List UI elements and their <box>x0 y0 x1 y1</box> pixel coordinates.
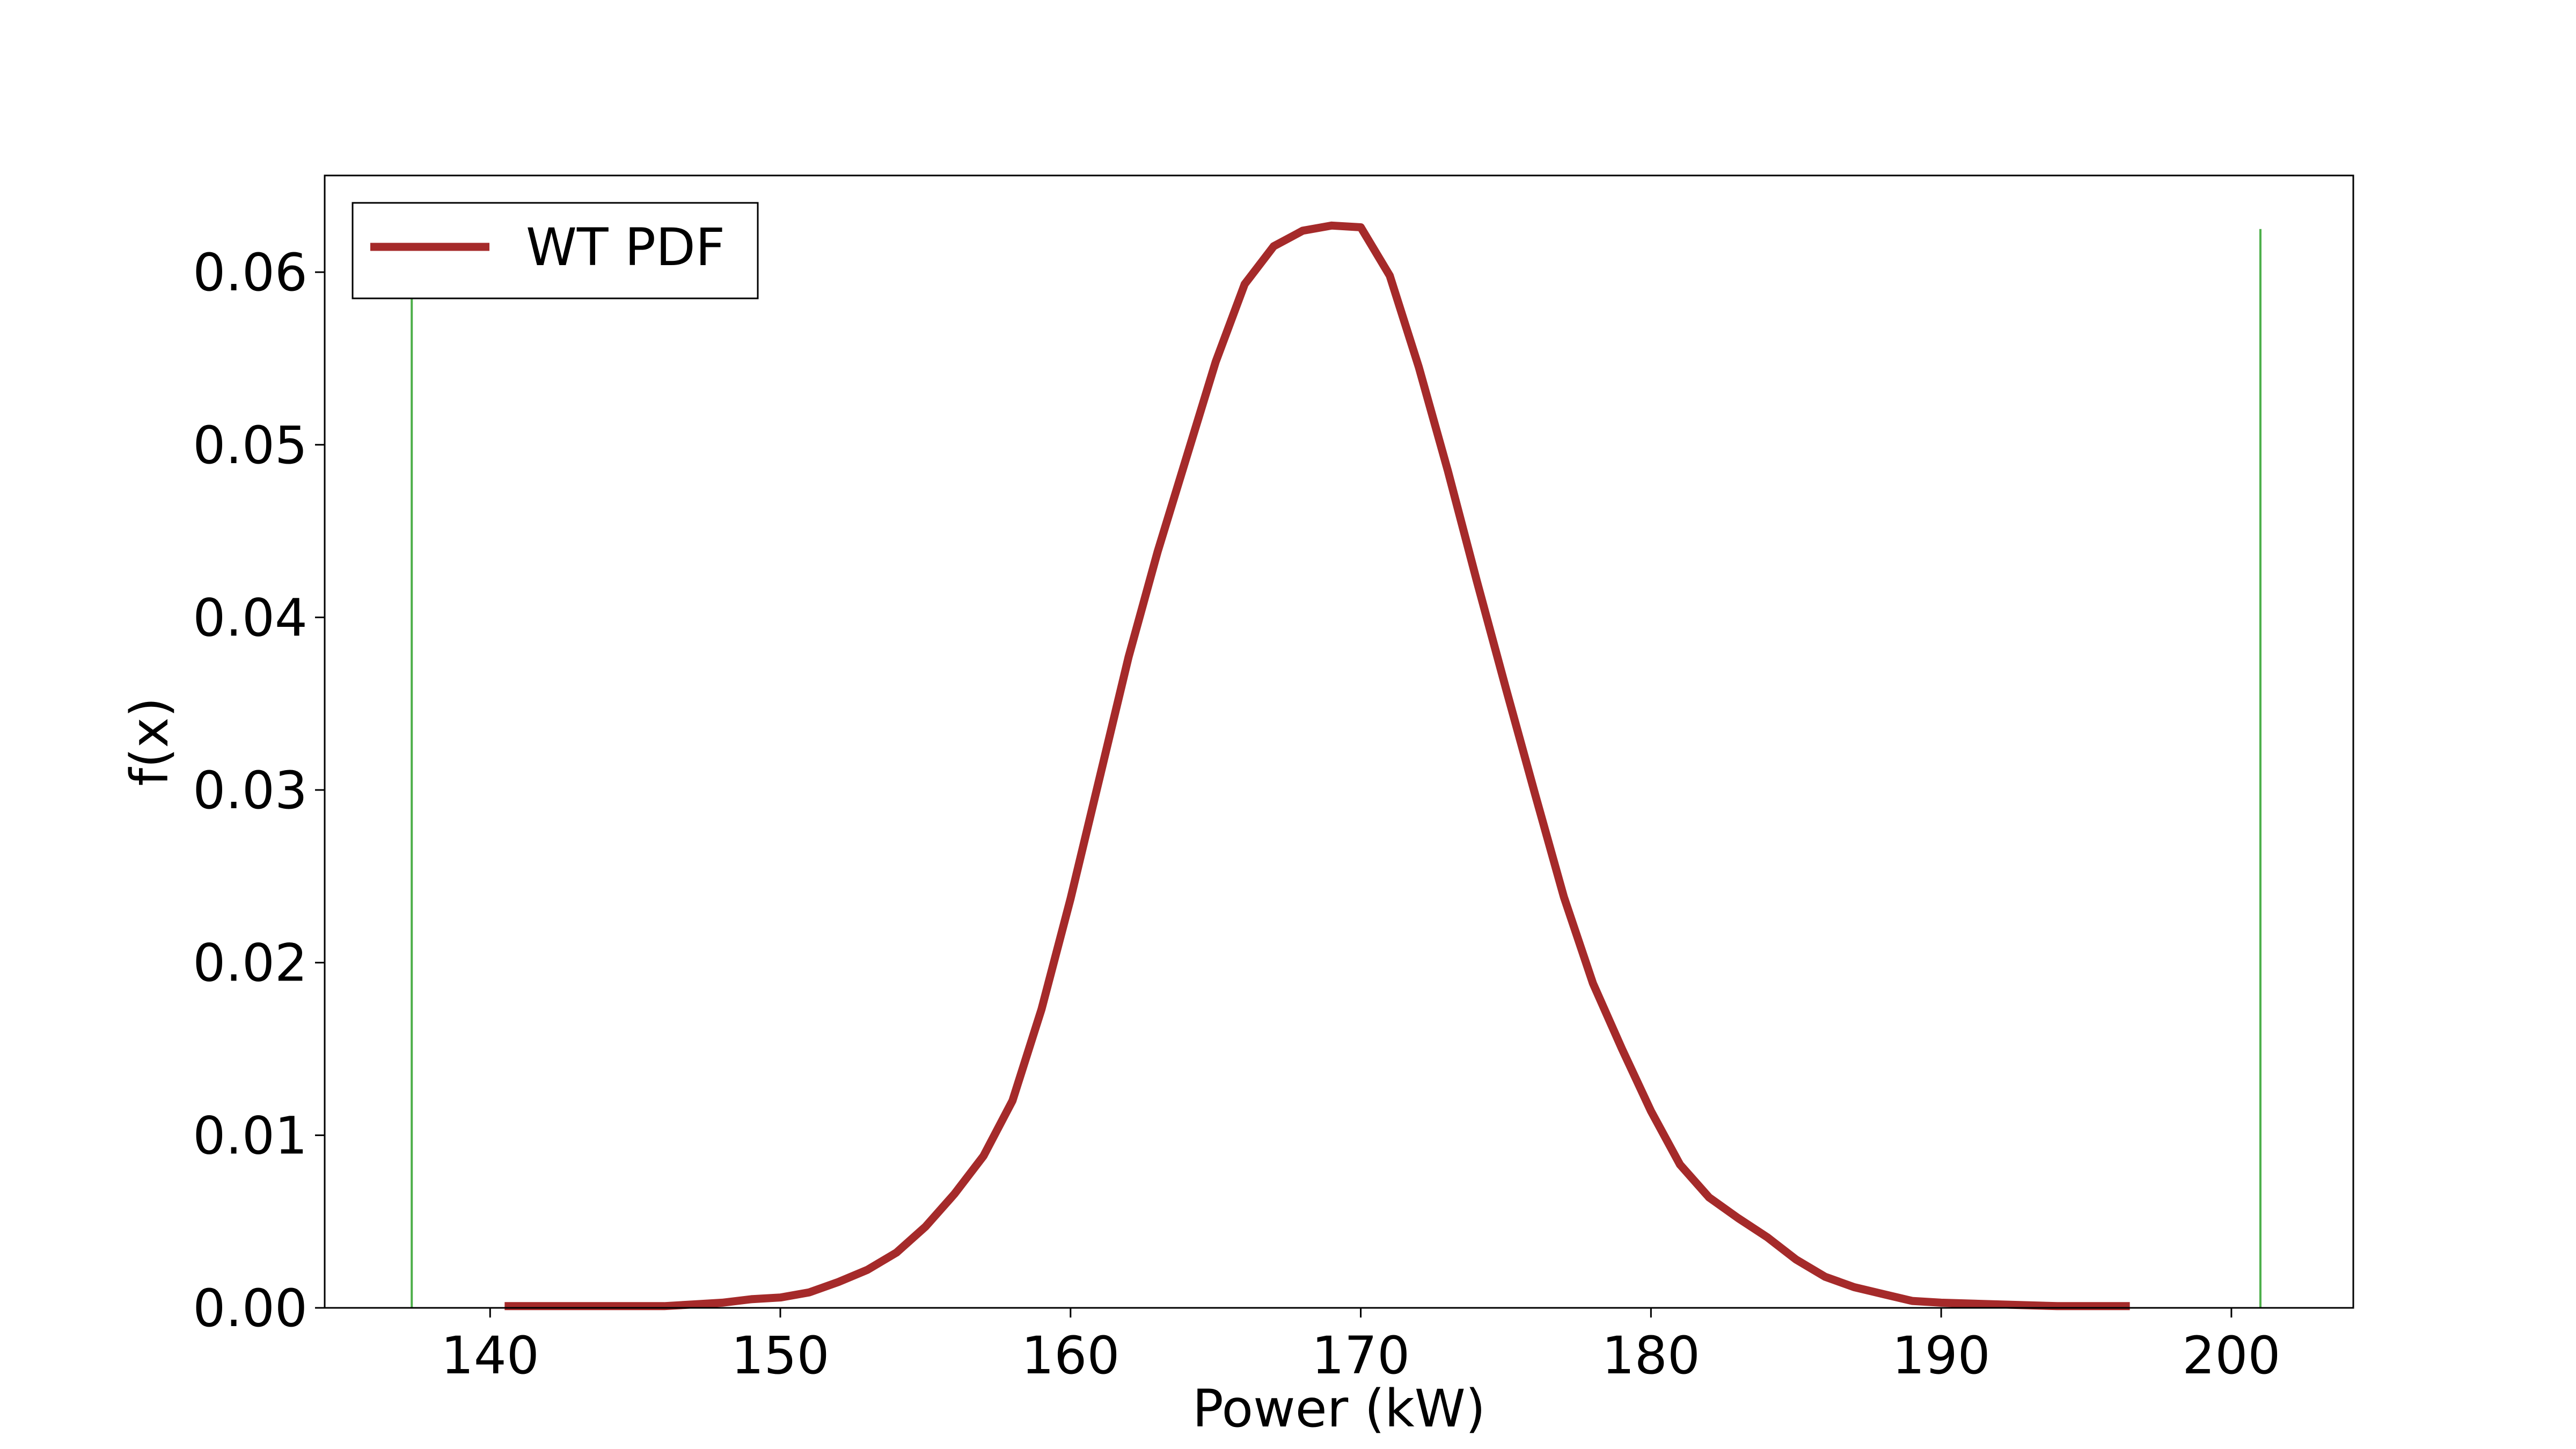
x-axis-ticks: 140 150 160 170 180 190 200 <box>441 1308 2280 1386</box>
legend-label-wt-pdf: WT PDF <box>526 217 725 277</box>
x-tick-label: 170 <box>1312 1326 1410 1386</box>
y-tick-label: 0.06 <box>193 243 308 303</box>
x-tick-label: 160 <box>1021 1326 1119 1386</box>
bound-lines <box>411 229 2262 1308</box>
x-tick-label: 190 <box>1892 1326 1990 1386</box>
y-tick-label: 0.04 <box>193 588 308 648</box>
y-axis-ticks: 0.00 0.01 0.02 0.03 0.04 0.05 0.06 <box>193 243 325 1338</box>
x-axis-label: Power (kW) <box>1192 1379 1485 1439</box>
y-axis-label: f(x) <box>120 697 180 786</box>
plot-frame <box>324 174 2354 1309</box>
series-line-wt-pdf <box>504 221 2130 1311</box>
y-tick-label: 0.03 <box>193 760 308 821</box>
x-tick-label: 180 <box>1602 1326 1700 1386</box>
legend: WT PDF <box>352 202 759 299</box>
y-tick-label: 0.05 <box>193 415 308 475</box>
x-tick-label: 140 <box>441 1326 539 1386</box>
y-tick-label: 0.00 <box>193 1278 308 1338</box>
y-tick-label: 0.02 <box>193 933 308 993</box>
x-tick-label: 150 <box>731 1326 829 1386</box>
y-tick-label: 0.01 <box>193 1106 308 1166</box>
x-tick-label: 200 <box>2182 1326 2280 1386</box>
